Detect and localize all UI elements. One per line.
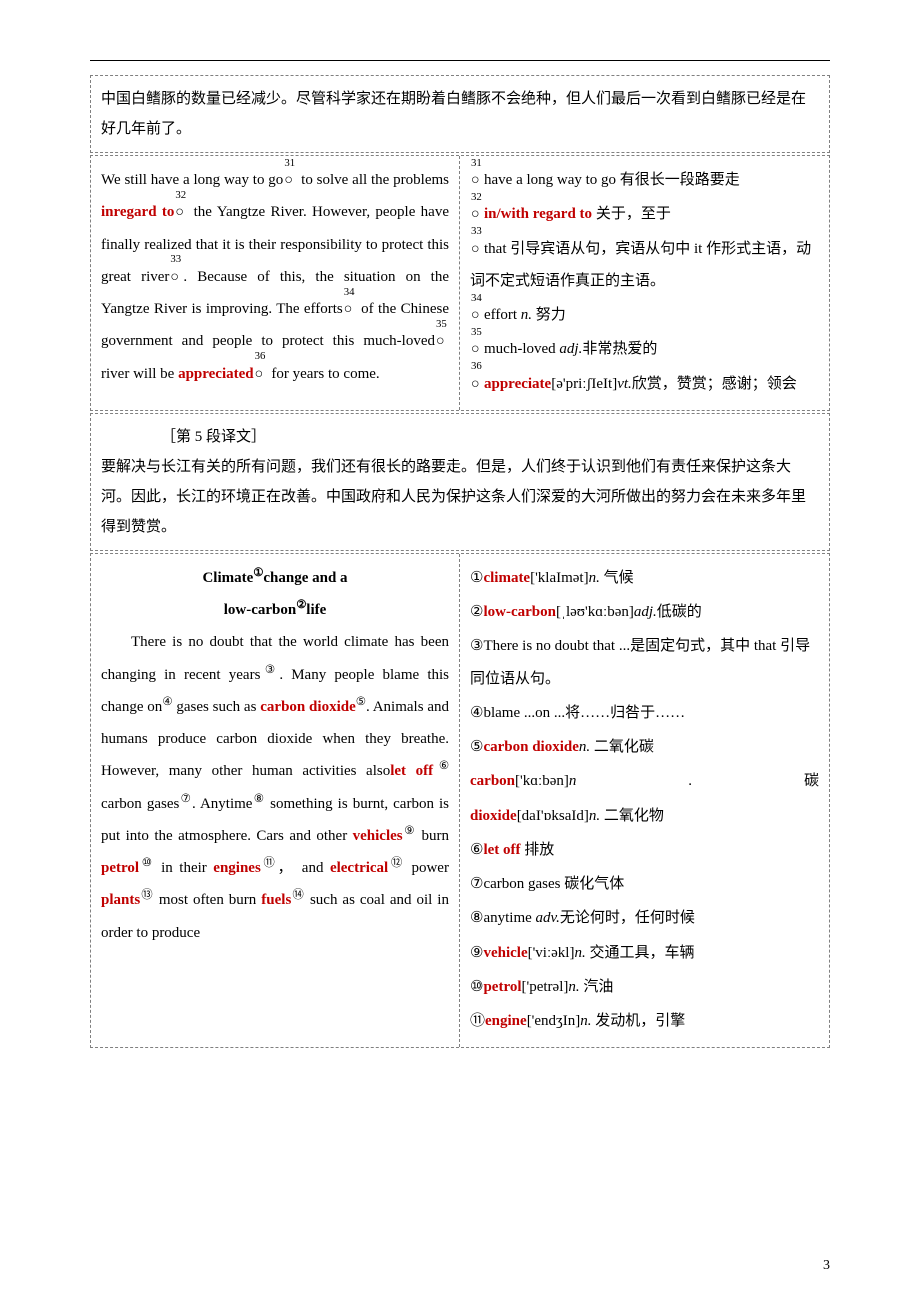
sup-33: 33○ <box>170 261 182 293</box>
climate-english: Climate①change and a low-carbon②life The… <box>91 554 460 1048</box>
annot-34: 34○effort n. 努力 <box>470 299 819 331</box>
c-annot-11: ⑪engine['endʒIn]n. 发动机，引擎 <box>470 1005 819 1037</box>
sup-31: 31○ <box>284 164 296 196</box>
para5-annotations: 31○have a long way to go 有很长一段路要走 32○in/… <box>460 156 829 410</box>
p5-t1: We still have a long way to go <box>101 172 283 188</box>
translation-text: 中国白鳍豚的数量已经减少。尽管科学家还在期盼着白鳍豚不会绝种，但人们最后一次看到… <box>101 91 806 137</box>
climate-body: There is no doubt that the world climate… <box>101 626 449 949</box>
page: 中国白鳍豚的数量已经减少。尽管科学家还在期盼着白鳍豚不会绝种，但人们最后一次看到… <box>0 0 920 1302</box>
para5-english: We still have a long way to go31○ to sol… <box>91 156 460 410</box>
c-annot-10: ⑩petrol['petrəl]n. 汽油 <box>470 971 819 1003</box>
p5-t7: for years to come. <box>268 366 380 382</box>
trans5-label: ［第 5 段译文］ <box>101 422 819 452</box>
c-annot-9: ⑨vehicle['viːəkl]n. 交通工具，车辆 <box>470 937 819 969</box>
para5-table: We still have a long way to go31○ to sol… <box>90 155 830 411</box>
annot-35: 35○much-loved adj.非常热爱的 <box>470 333 819 365</box>
page-number: 3 <box>823 1258 830 1274</box>
c-annot-5b: carbon['kɑːbən]n.碳 <box>470 765 819 797</box>
c-annot-3: ③There is no doubt that ...是固定句式，其中 that… <box>470 630 819 695</box>
sup-32: 32○ <box>175 196 187 228</box>
climate-table: Climate①change and a low-carbon②life The… <box>90 553 830 1049</box>
annot-31: 31○have a long way to go 有很长一段路要走 <box>470 164 819 196</box>
translation-box-5: ［第 5 段译文］ 要解决与长江有关的所有问题，我们还有很长的路要走。但是，人们… <box>90 413 830 551</box>
climate-title-line2: low-carbon②life <box>101 594 449 626</box>
hl-inregard: inregard to <box>101 204 174 220</box>
climate-annotations: ①climate['klaImət]n. 气候 ②low-carbon[ˌləʊ… <box>460 554 829 1048</box>
p5-t6: river will be <box>101 366 178 382</box>
sup-34: 34○ <box>344 293 356 325</box>
sup-35: 35○ <box>436 325 448 357</box>
c-annot-5c: dioxide[daI'ɒksaId]n. 二氧化物 <box>470 800 819 832</box>
c-annot-1: ①climate['klaImət]n. 气候 <box>470 562 819 594</box>
translation-box-top: 中国白鳍豚的数量已经减少。尽管科学家还在期盼着白鳍豚不会绝种，但人们最后一次看到… <box>90 75 830 153</box>
c-annot-2: ②low-carbon[ˌləʊ'kɑːbən]adj.低碳的 <box>470 596 819 628</box>
annot-32: 32○in/with regard to 关于，至于 <box>470 198 819 230</box>
annot-36: 36○appreciate[ə'priːʃIeIt]vt.欣赏，赞赏；感谢；领会 <box>470 368 819 400</box>
trans5-text: 要解决与长江有关的所有问题，我们还有很长的路要走。但是，人们终于认识到他们有责任… <box>101 452 819 542</box>
c-annot-5: ⑤carbon dioxiden. 二氧化碳 <box>470 731 819 763</box>
climate-title-line1: Climate①change and a <box>101 562 449 594</box>
annot-33: 33○that 引导宾语从句，宾语从句中 it 作形式主语，动词不定式短语作真正… <box>470 233 819 298</box>
p5-t2: to solve all the problems <box>297 172 449 188</box>
c-annot-8: ⑧anytime adv.无论何时，任何时候 <box>470 902 819 934</box>
top-rule <box>90 60 830 61</box>
c-annot-7: ⑦carbon gases 碳化气体 <box>470 868 819 900</box>
c-annot-6: ⑥let off 排放 <box>470 834 819 866</box>
hl-appreciated: appreciated <box>178 366 254 382</box>
c-annot-4: ④blame ...on ...将……归咎于…… <box>470 697 819 729</box>
sup-36: 36○ <box>255 358 267 390</box>
